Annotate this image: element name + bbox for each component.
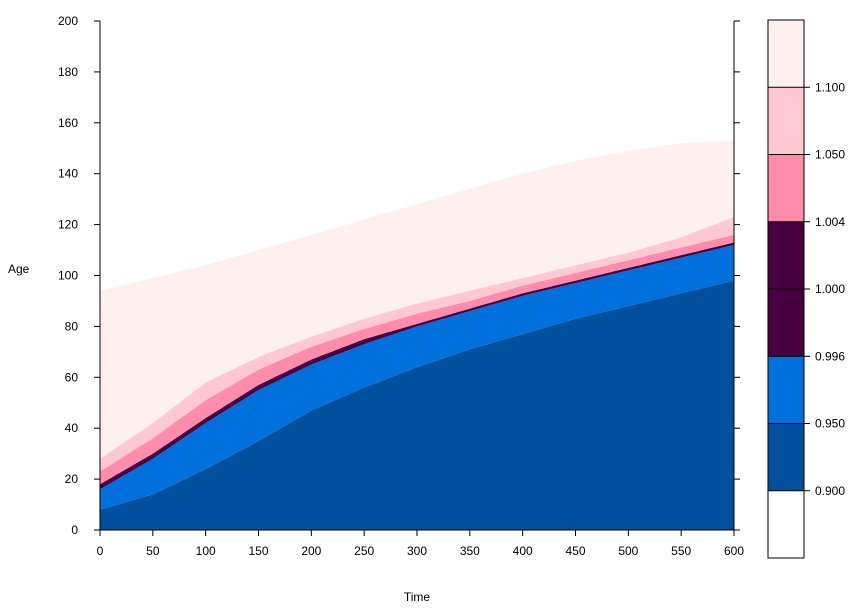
colorbar-bin	[768, 154, 804, 222]
x-tick-label: 550	[671, 544, 691, 558]
x-tick-label: 150	[248, 544, 268, 558]
x-tick-label: 400	[513, 544, 533, 558]
axes-layer: 0 20 40 60 80 100 120 140 160 180 200 0 50 100 150 200 2…	[58, 14, 744, 558]
x-tick-label: 300	[407, 544, 427, 558]
band-1	[100, 244, 734, 510]
x-tick-label: 450	[565, 544, 585, 558]
colorbar-bin	[768, 289, 804, 357]
band-0	[100, 280, 734, 530]
colorbar-bin	[768, 221, 804, 289]
band-4	[100, 216, 734, 472]
y-tick-label: 60	[65, 370, 79, 384]
x-tick-label: 500	[618, 544, 638, 558]
y-tick-label: 160	[58, 116, 78, 130]
y-tick-label: 80	[65, 319, 79, 333]
colorbar: 0.900 0.950 0.996 1.000 1.004 1.050 1.100	[767, 19, 845, 559]
x-tick-label: 600	[724, 544, 744, 558]
colorbar-tick-label: 1.050	[815, 148, 845, 162]
y-tick-label: 180	[58, 65, 78, 79]
y-tick-label: 0	[71, 523, 78, 537]
x-tick-label: 250	[354, 544, 374, 558]
x-tick-label: 200	[301, 544, 321, 558]
bands-layer	[100, 140, 734, 530]
y-axis-label: Age	[8, 262, 30, 276]
x-tick-label: 100	[196, 544, 216, 558]
x-tick-label: 0	[97, 544, 104, 558]
colorbar-bin	[768, 356, 804, 424]
colorbar-tick-label: 1.000	[815, 282, 845, 296]
colorbar-tick-label: 1.004	[815, 215, 845, 229]
x-tick-label: 350	[460, 544, 480, 558]
y-tick-label: 20	[65, 472, 79, 486]
x-axis-label: Time	[404, 590, 431, 604]
x-tick-label: 50	[146, 544, 160, 558]
colorbar-tick-label: 0.900	[815, 484, 845, 498]
band-5	[100, 140, 734, 459]
y-tick-label: 120	[58, 218, 78, 232]
colorbar-tick-label: 1.100	[815, 80, 845, 94]
y-tick-label: 40	[65, 421, 79, 435]
colorbar-bin	[768, 423, 804, 491]
colorbar-bin	[768, 490, 804, 558]
colorbar-bin	[768, 87, 804, 155]
colorbar-bin	[768, 20, 804, 88]
colorbar-tick-label: 0.950	[815, 417, 845, 431]
y-tick-label: 140	[58, 167, 78, 181]
y-tick-label: 100	[58, 269, 78, 283]
colorbar-tick-label: 0.996	[815, 349, 845, 363]
y-tick-label: 200	[58, 14, 78, 28]
